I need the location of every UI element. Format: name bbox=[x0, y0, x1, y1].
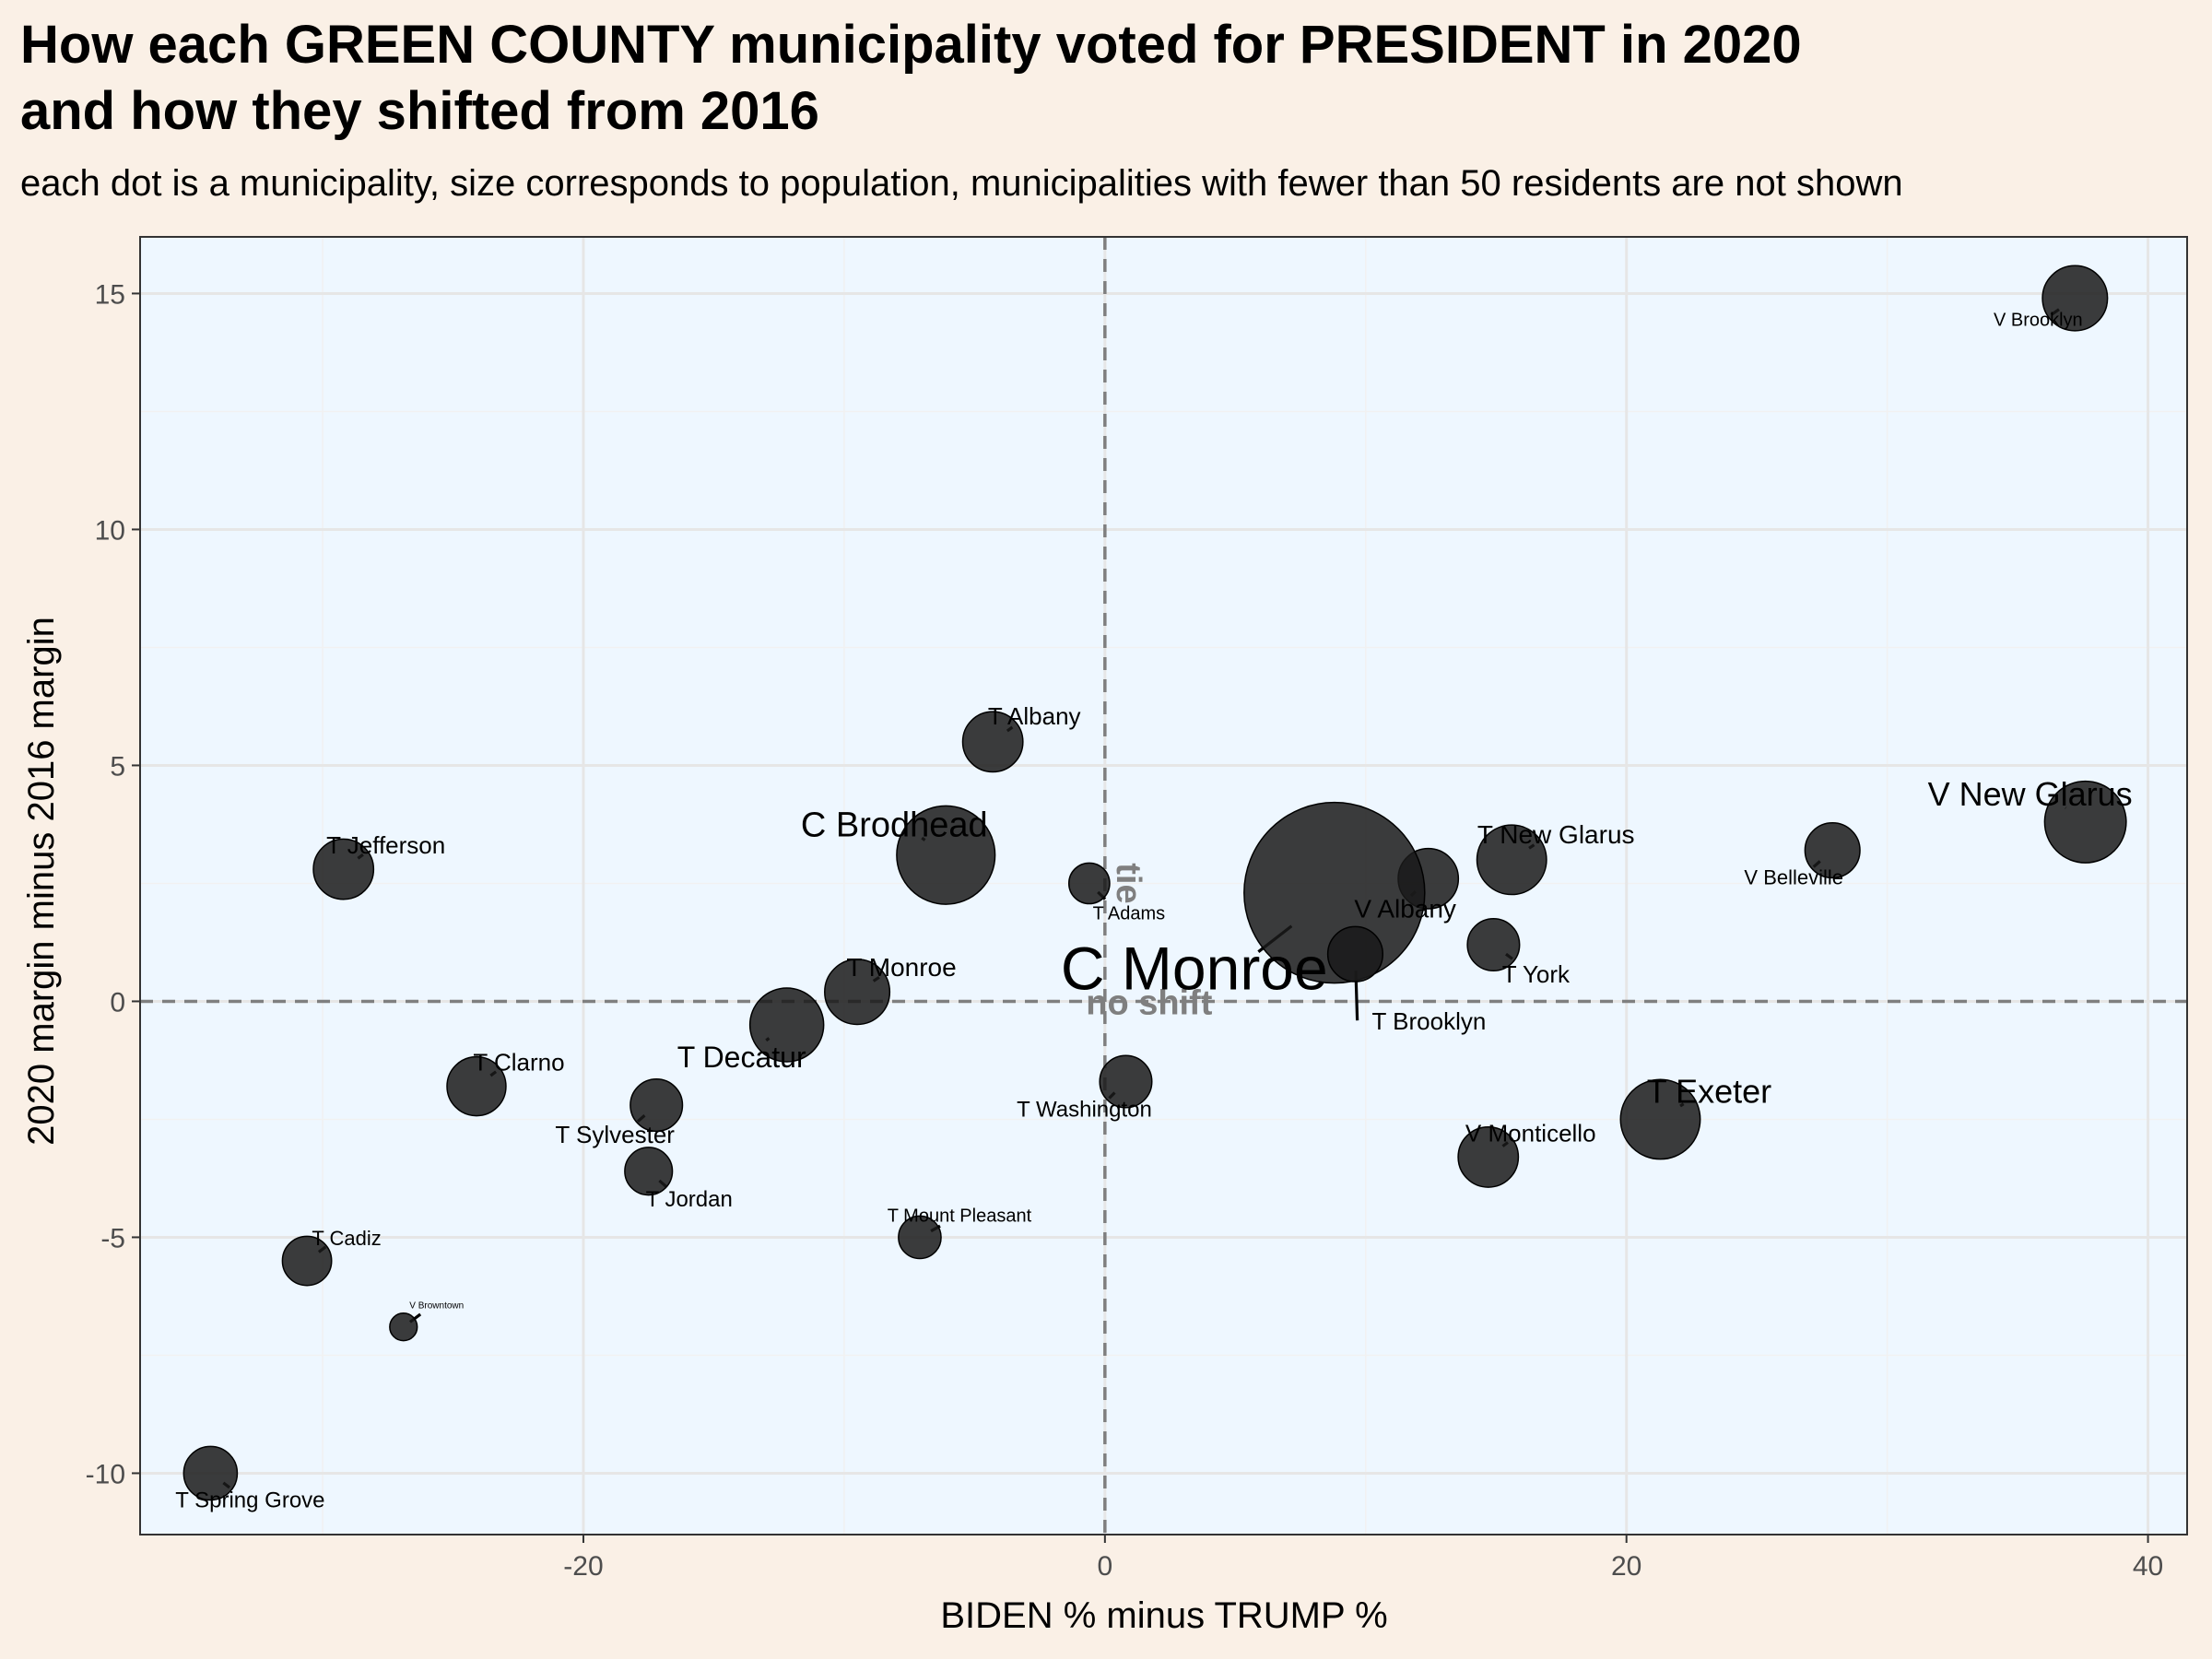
municipality-point bbox=[824, 959, 891, 1026]
y-tick-label: 15 bbox=[95, 279, 125, 310]
municipality-point bbox=[1804, 822, 1861, 879]
y-tick-label: 0 bbox=[110, 987, 125, 1018]
municipality-label: C Monroe bbox=[1061, 935, 1328, 1003]
municipality-label: V New Glarus bbox=[1928, 775, 2133, 813]
municipality-point bbox=[898, 1215, 942, 1260]
municipality-label: T Cadiz bbox=[312, 1227, 381, 1250]
municipality-point bbox=[1466, 917, 1521, 972]
municipality-label: V Brooklyn bbox=[1994, 311, 2083, 331]
municipality-point bbox=[629, 1078, 684, 1133]
municipality-point bbox=[624, 1147, 674, 1196]
reference-labels: tie no shift bbox=[1086, 863, 1213, 1022]
municipality-point bbox=[1457, 1125, 1520, 1188]
municipality-label: T Jordan bbox=[646, 1187, 733, 1212]
plot-panel bbox=[140, 237, 2187, 1535]
data-labels: V Brooklyn V New Glarus V Belleville T New … bbox=[175, 311, 2132, 1513]
municipality-point bbox=[389, 1312, 418, 1342]
municipality-label: T Albany bbox=[988, 702, 1081, 730]
x-tick-label: 20 bbox=[1611, 1551, 1641, 1582]
x-axis-ticks: -20 0 20 40 bbox=[563, 1535, 2163, 1582]
municipality-point bbox=[281, 1235, 333, 1287]
tie-label: tie bbox=[1109, 863, 1147, 903]
municipality-point bbox=[446, 1055, 507, 1117]
municipality-label: T Washington bbox=[1017, 1097, 1152, 1122]
municipality-label: V Browntown bbox=[409, 1301, 464, 1312]
municipality-label: V Albany bbox=[1354, 894, 1456, 923]
municipality-point bbox=[961, 711, 1024, 773]
x-tick-label: -20 bbox=[563, 1551, 603, 1582]
chart-title-line-1: How each GREEN COUNTY municipality voted… bbox=[20, 15, 1802, 75]
x-axis-title: BIDEN % minus TRUMP % bbox=[940, 1595, 1387, 1636]
chart-subtitle: each dot is a municipality, size corresp… bbox=[20, 163, 1903, 204]
municipality-label: T Brooklyn bbox=[1372, 1007, 1487, 1035]
no-shift-label: no shift bbox=[1086, 983, 1213, 1022]
x-tick-label: 40 bbox=[2133, 1551, 2163, 1582]
municipality-label: T Monroe bbox=[846, 953, 956, 982]
municipality-label: T Decatur bbox=[677, 1041, 806, 1074]
municipality-label: T Clarno bbox=[473, 1049, 564, 1077]
data-points bbox=[182, 265, 2127, 1501]
municipality-label: T York bbox=[1502, 960, 1571, 988]
municipality-point bbox=[1243, 801, 1426, 984]
y-tick-label: -10 bbox=[86, 1459, 125, 1489]
y-tick-label: -5 bbox=[100, 1223, 125, 1253]
municipality-label: T New Glarus bbox=[1477, 820, 1635, 849]
municipality-label: V Belleville bbox=[1744, 866, 1843, 889]
municipality-point bbox=[1067, 862, 1111, 905]
municipality-point bbox=[748, 987, 825, 1063]
municipality-point bbox=[1476, 824, 1547, 896]
municipality-label: T Jefferson bbox=[326, 831, 445, 859]
municipality-point bbox=[1619, 1078, 1701, 1160]
municipality-label: T Sylvester bbox=[555, 1121, 675, 1148]
chart-title-line-2: and how they shifted from 2016 bbox=[20, 81, 819, 141]
municipality-point bbox=[896, 805, 996, 905]
y-axis-title: 2020 margin minus 2016 margin bbox=[21, 617, 62, 1146]
y-tick-label: 5 bbox=[110, 751, 125, 782]
municipality-point bbox=[182, 1445, 239, 1501]
municipality-label: T Mount Pleasant bbox=[888, 1206, 1032, 1226]
y-axis-ticks: -10 -5 0 5 10 15 bbox=[86, 279, 140, 1489]
municipality-point bbox=[2041, 265, 2109, 332]
municipality-label: T Adams bbox=[1093, 903, 1166, 924]
municipality-label: T Spring Grove bbox=[175, 1488, 324, 1512]
y-tick-label: 10 bbox=[95, 515, 125, 546]
x-tick-label: 0 bbox=[1097, 1551, 1112, 1582]
municipality-point bbox=[312, 838, 375, 900]
municipality-point bbox=[1326, 925, 1384, 982]
municipality-label: V Monticello bbox=[1465, 1119, 1596, 1147]
municipality-label: C Brodhead bbox=[801, 806, 988, 845]
municipality-point bbox=[2043, 780, 2127, 864]
municipality-label: T Exeter bbox=[1647, 1072, 1771, 1110]
municipality-point bbox=[1099, 1054, 1153, 1109]
plot-panel-border bbox=[139, 236, 2188, 1535]
